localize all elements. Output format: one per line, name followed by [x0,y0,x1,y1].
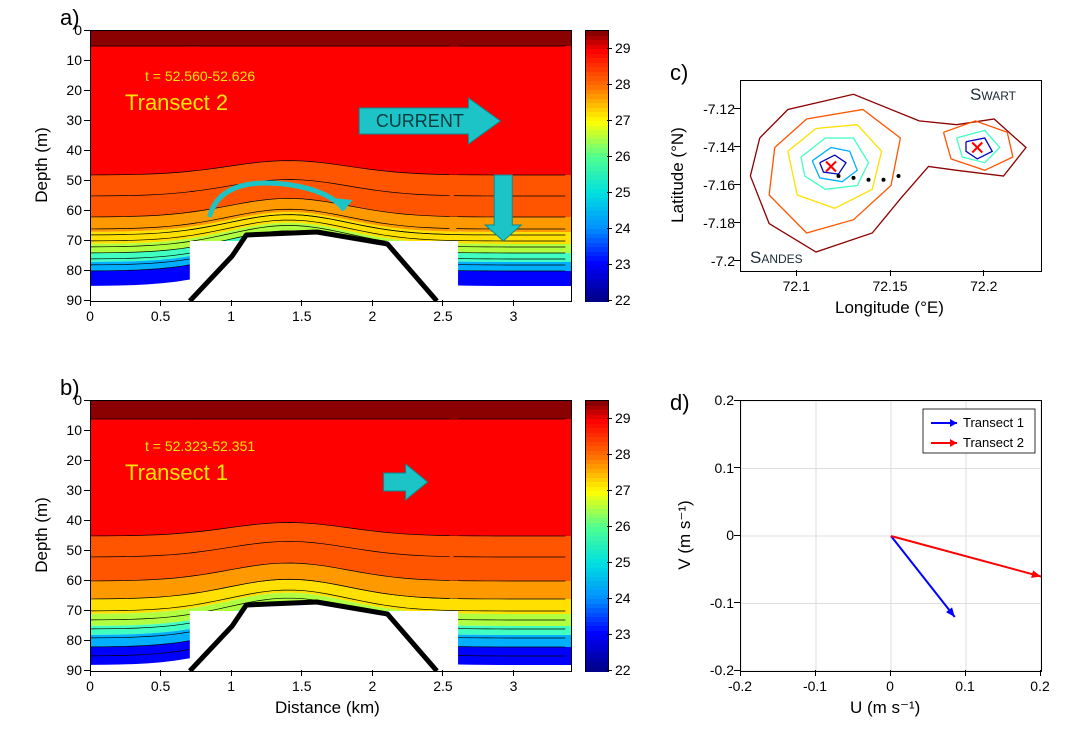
map-axes [740,80,1042,272]
ytick-label: 50 [60,542,82,558]
ylabel: Latitude (°N) [668,127,688,223]
ylabel: V (m s⁻¹) [675,500,695,569]
xlabel: Longitude (°E) [835,298,944,318]
sandes-label: Sandes [750,248,803,268]
ytick-label: 50 [60,172,82,188]
xtick-label: 0 [86,308,94,324]
xtick-label: 0.2 [1030,678,1049,694]
xtick-label: 3 [510,678,518,694]
ytick-label: 30 [60,112,82,128]
ytick-label: -7.14 [695,139,735,155]
xtick-label: 2 [368,308,376,324]
xtick-label: 72.1 [783,278,810,294]
cbar-tick: 22 [615,662,631,678]
ytick-label: 20 [60,452,82,468]
transect-title: Transect 2 [125,90,228,116]
cbar-tick: 29 [615,410,631,426]
colorbar [585,400,609,672]
ytick-label: 80 [60,632,82,648]
ytick-label: 10 [60,52,82,68]
ytick-label: 30 [60,482,82,498]
xtick-label: 0 [886,678,894,694]
colorbar [585,30,609,302]
time-label: t = 52.323-52.351 [145,438,255,454]
cbar-tick: 26 [615,148,631,164]
cbar-tick: 25 [615,184,631,200]
ytick-label: 70 [60,602,82,618]
xtick-label: 2 [368,678,376,694]
figure-root: CURRENT t = 52.560-52.626 Transect 2 0 0.5 1 1… [0,0,1083,749]
cbar-tick: 28 [615,76,631,92]
ytick-label: 0 [702,527,734,543]
ylabel: Depth (m) [32,497,52,573]
xtick-label: 1 [227,308,235,324]
swart-label: Swart [970,85,1016,105]
ytick-label: -0.2 [702,662,734,678]
ytick-label: 90 [60,292,82,308]
vector-axes: Transect 1 Transect 2 [740,400,1042,672]
ytick-label: 60 [60,202,82,218]
xtick-label: -0.1 [803,678,827,694]
svg-text:Transect 1: Transect 1 [963,415,1024,430]
ylabel: Depth (m) [32,127,52,203]
cbar-tick: 28 [615,446,631,462]
ytick-label: 0.1 [702,460,734,476]
xlabel: U (m s⁻¹) [850,698,920,718]
time-label: t = 52.560-52.626 [145,68,255,84]
xtick-label: 3 [510,308,518,324]
cbar-tick: 27 [615,112,631,128]
panel-letter: b) [60,375,80,401]
ytick-label: -7.2 [695,253,735,269]
transect-title: Transect 1 [125,460,228,486]
ytick-label: 70 [60,232,82,248]
panel-letter: c) [670,60,688,86]
xlabel: Distance (km) [275,698,380,718]
cbar-tick: 23 [615,626,631,642]
cbar-tick: 26 [615,518,631,534]
xtick-label: -0.2 [728,678,752,694]
xtick-label: 1.5 [292,308,311,324]
cbar-tick: 25 [615,554,631,570]
cbar-tick: 22 [615,292,631,308]
xtick-label: 72.15 [872,278,907,294]
cbar-tick: 29 [615,40,631,56]
ytick-label: 20 [60,82,82,98]
xtick-label: 1.5 [292,678,311,694]
xtick-label: 72.2 [970,278,997,294]
ytick-label: -7.18 [695,215,735,231]
ytick-label: 40 [60,512,82,528]
cbar-tick: 27 [615,482,631,498]
ytick-label: 90 [60,662,82,678]
xtick-label: 2.5 [433,678,452,694]
xtick-label: 0.1 [955,678,974,694]
svg-text:Transect 2: Transect 2 [963,435,1024,450]
ytick-label: 10 [60,422,82,438]
ytick-label: 60 [60,572,82,588]
ytick-label: 80 [60,262,82,278]
panel-letter: a) [60,5,80,31]
xtick-label: 1 [227,678,235,694]
ytick-label: 0.2 [702,392,734,408]
ytick-label: -7.12 [695,101,735,117]
ytick-label: -7.16 [695,177,735,193]
xtick-label: 0.5 [151,678,170,694]
xtick-label: 0.5 [151,308,170,324]
panel-letter: d) [670,390,690,416]
xtick-label: 0 [86,678,94,694]
ytick-label: 40 [60,142,82,158]
cbar-tick: 24 [615,220,631,236]
cbar-tick: 24 [615,590,631,606]
xtick-label: 2.5 [433,308,452,324]
svg-text:CURRENT: CURRENT [376,111,464,131]
cbar-tick: 23 [615,256,631,272]
ytick-label: -0.1 [702,595,734,611]
